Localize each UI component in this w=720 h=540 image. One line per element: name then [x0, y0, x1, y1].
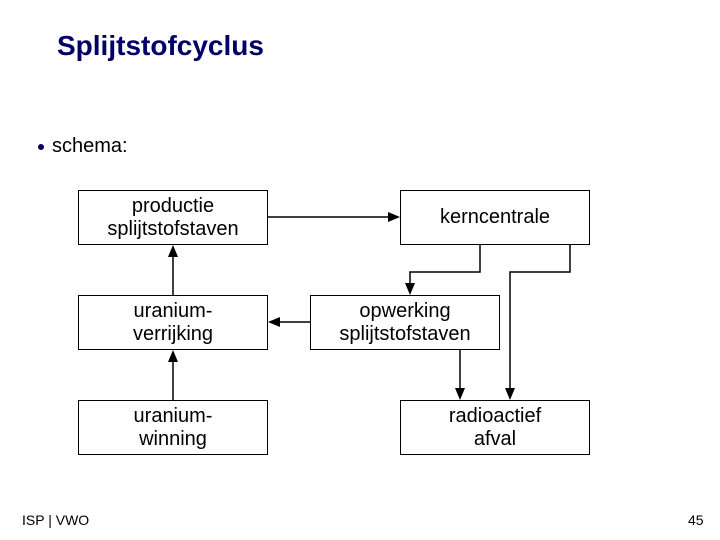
bullet-schema: schema: [38, 135, 128, 158]
flow-arrows [0, 0, 720, 540]
node-opwerking: opwerkingsplijtstofstaven [310, 295, 500, 350]
bullet-label: schema: [52, 135, 128, 158]
page-title: Splijtstofcyclus [57, 30, 264, 62]
node-kerncentrale: kerncentrale [400, 190, 590, 245]
bullet-dot-icon [38, 144, 44, 150]
node-productie: productiesplijtstofstaven [78, 190, 268, 245]
node-verrijking: uranium-verrijking [78, 295, 268, 350]
node-afval: radioactiefafval [400, 400, 590, 455]
node-winning: uranium-winning [78, 400, 268, 455]
footer-left: ISP | VWO [22, 512, 89, 528]
footer-page-number: 45 [688, 512, 704, 528]
